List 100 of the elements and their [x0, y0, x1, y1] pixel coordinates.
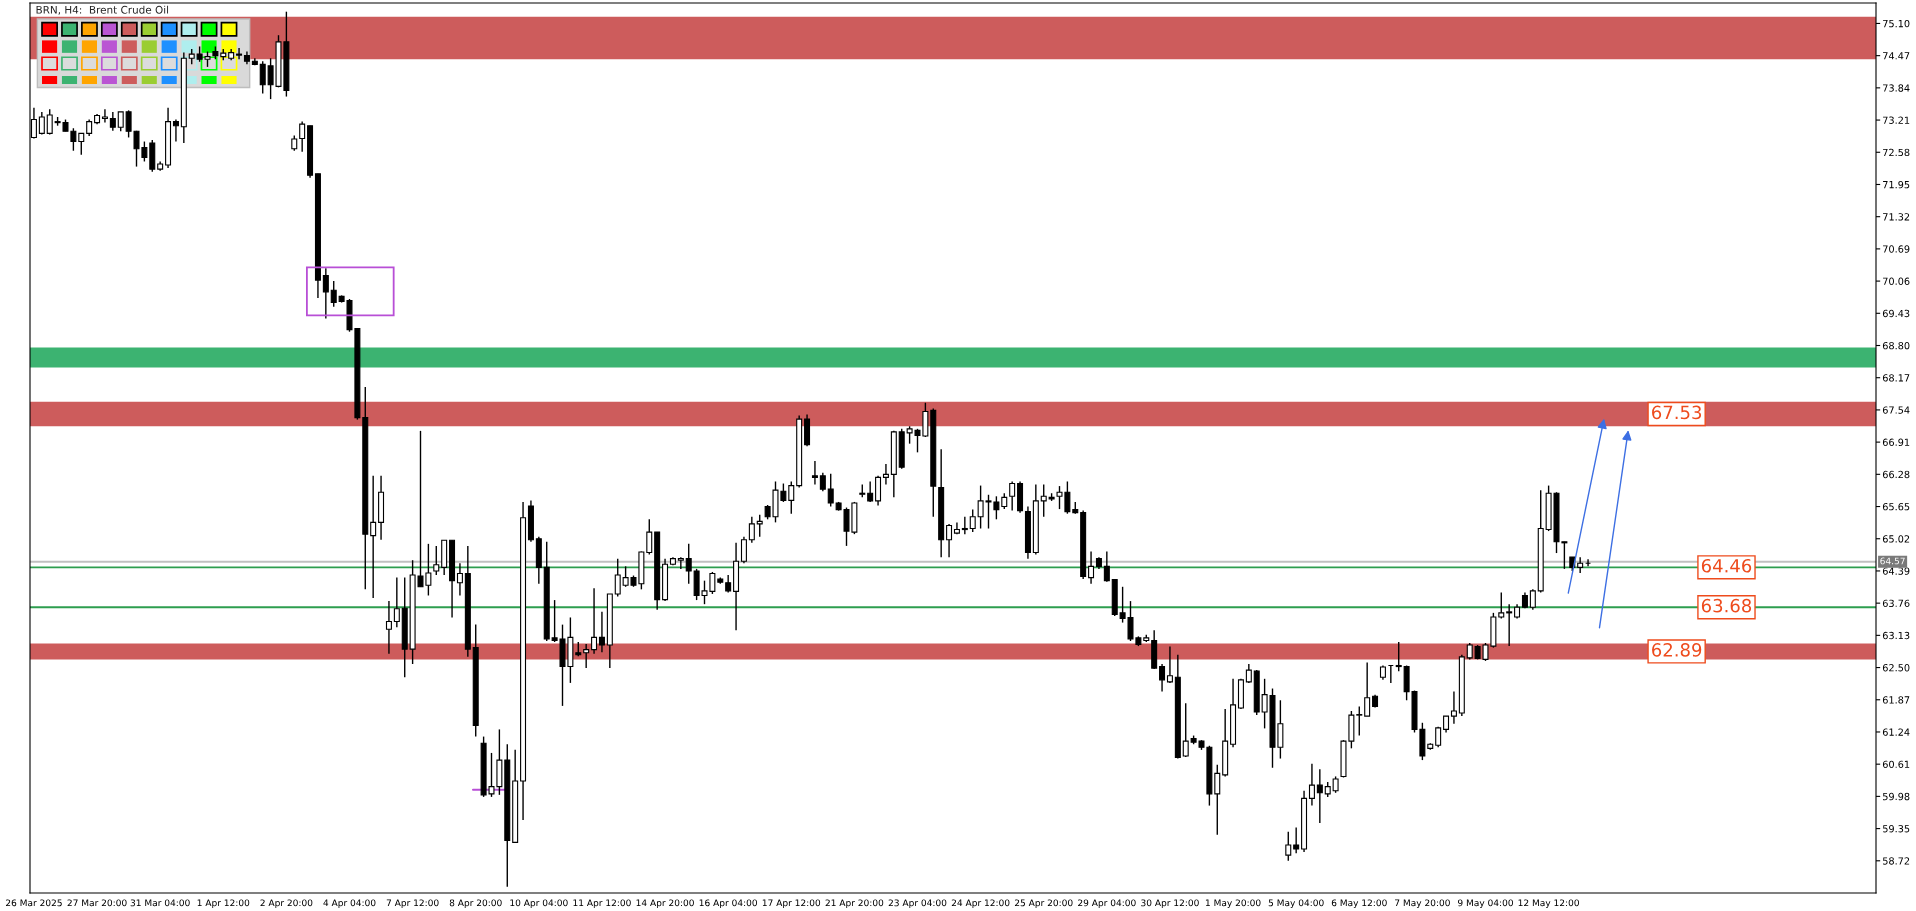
x-tick-label: 10 Apr 04:00: [510, 899, 568, 908]
candlestick: [1308, 762, 1315, 807]
x-tick-label: 8 Apr 20:00: [449, 899, 502, 908]
candlestick: [46, 108, 53, 136]
candlestick: [591, 587, 598, 655]
y-tick-label: 66.91: [1882, 438, 1910, 446]
x-tick-label: 31 Mar 04:00: [130, 899, 190, 907]
candlestick: [1364, 661, 1371, 717]
candlestick: [1159, 663, 1166, 693]
candlestick: [756, 514, 763, 538]
candlestick: [1450, 690, 1457, 725]
band-label: 67.53: [1652, 405, 1702, 420]
chart-title: BRN, H4: Brent Crude Oil: [36, 5, 169, 15]
candlestick: [875, 475, 882, 507]
x-tick-label: 1 Apr 12:00: [197, 899, 250, 908]
candlestick: [78, 132, 85, 156]
x-tick-label: 23 Apr 04:00: [888, 899, 947, 908]
y-tick-label: 71.32: [1883, 213, 1910, 221]
candlestick: [1088, 550, 1095, 585]
x-tick-label: 2 Apr 20:00: [260, 899, 313, 908]
y-tick-label: 58.72: [1883, 857, 1910, 865]
candlestick: [1529, 588, 1536, 611]
band-label: 62.89: [1652, 643, 1702, 657]
candlestick: [1040, 483, 1047, 518]
candlestick: [1182, 702, 1189, 758]
x-tick-label: 12 May 12:00: [1518, 899, 1579, 908]
x-tick-label: 30 Apr 12:00: [1141, 899, 1199, 908]
candlestick: [433, 545, 440, 576]
x-tick-label: 27 Mar 20:00: [67, 899, 127, 907]
candlestick: [1285, 830, 1292, 862]
y-tick-label: 70.69: [1883, 245, 1910, 253]
candlestick: [172, 118, 179, 143]
candlestick: [101, 108, 108, 124]
x-tick-label: 21 Apr 20:00: [825, 899, 884, 908]
x-tick-label: 11 Apr 12:00: [573, 899, 631, 908]
y-tick-label: 73.21: [1883, 116, 1910, 124]
candlestick: [1103, 550, 1110, 583]
y-tick-label: 68.80: [1882, 341, 1910, 350]
x-tick-label: 4 Apr 04:00: [323, 899, 376, 908]
y-tick-label: 63.13: [1882, 631, 1910, 640]
candlestick: [1577, 556, 1584, 574]
candlestick: [748, 516, 755, 544]
candlestick: [1245, 663, 1252, 684]
candlestick: [1498, 591, 1505, 620]
y-tick-label: 68.17: [1882, 374, 1910, 382]
candlestick: [1293, 826, 1300, 854]
y-tick-label: 62.50: [1882, 664, 1910, 672]
ref-line-label: 64.57: [1880, 557, 1905, 565]
x-tick-label: 1 May 20:00: [1205, 899, 1261, 908]
candlestick: [1214, 763, 1221, 836]
candlestick: [1395, 641, 1402, 672]
y-tick-label: 72.58: [1883, 148, 1910, 157]
candlestick: [370, 475, 377, 599]
y-tick-label: 65.65: [1882, 503, 1910, 511]
candlestick: [322, 267, 329, 320]
y-tick-label: 69.43: [1882, 309, 1910, 318]
candlestick: [740, 535, 747, 564]
y-tick-label: 67.54: [1882, 406, 1910, 414]
candlestick: [1166, 645, 1173, 684]
y-tick-label: 73.84: [1883, 84, 1910, 92]
y-tick-label: 75.10: [1883, 19, 1910, 28]
y-tick-label: 61.24: [1882, 728, 1910, 736]
candlestick: [236, 47, 243, 60]
y-tick-label: 70.06: [1883, 277, 1910, 285]
y-tick-label: 74.47: [1883, 52, 1910, 60]
y-tick-label: 64.39: [1882, 567, 1910, 575]
candlestick: [385, 600, 392, 655]
candlestick: [677, 556, 684, 570]
x-tick-label: 17 Apr 12:00: [762, 899, 821, 908]
candlestick: [788, 480, 795, 515]
candlestick: [117, 111, 124, 133]
candlestick: [109, 111, 116, 132]
candlestick: [867, 480, 874, 503]
ref-line-label: 64.46: [1701, 558, 1752, 573]
candlestick: [882, 463, 889, 486]
candlestick: [259, 60, 266, 95]
x-tick-label: 24 Apr 12:00: [951, 899, 1010, 908]
candlestick: [1009, 480, 1016, 512]
candlestick: [330, 280, 337, 308]
candlestick: [969, 508, 976, 533]
candlestick: [393, 576, 400, 628]
x-tick-label: 7 Apr 12:00: [386, 899, 439, 908]
candlestick: [1506, 603, 1513, 647]
y-tick-label: 66.28: [1882, 470, 1910, 479]
candlestick: [946, 523, 953, 558]
y-tick-label: 59.35: [1883, 825, 1910, 833]
candlestick: [598, 611, 605, 653]
x-tick-label: 25 Apr 20:00: [1014, 899, 1073, 908]
candlestick: [299, 120, 306, 153]
x-tick-label: 9 May 04:00: [1457, 899, 1513, 908]
candlestick: [583, 643, 590, 669]
x-tick-label: 14 Apr 20:00: [636, 899, 694, 908]
y-tick-label: 65.02: [1882, 535, 1910, 543]
y-tick-label: 61.87: [1882, 696, 1910, 704]
y-tick-label: 63.76: [1882, 599, 1910, 607]
x-tick-label: 29 Apr 04:00: [1078, 899, 1136, 908]
y-tick-label: 59.98: [1883, 792, 1910, 801]
x-tick-label: 5 May 04:00: [1268, 899, 1324, 908]
candlestick: [646, 518, 653, 556]
candlestick: [827, 473, 834, 508]
